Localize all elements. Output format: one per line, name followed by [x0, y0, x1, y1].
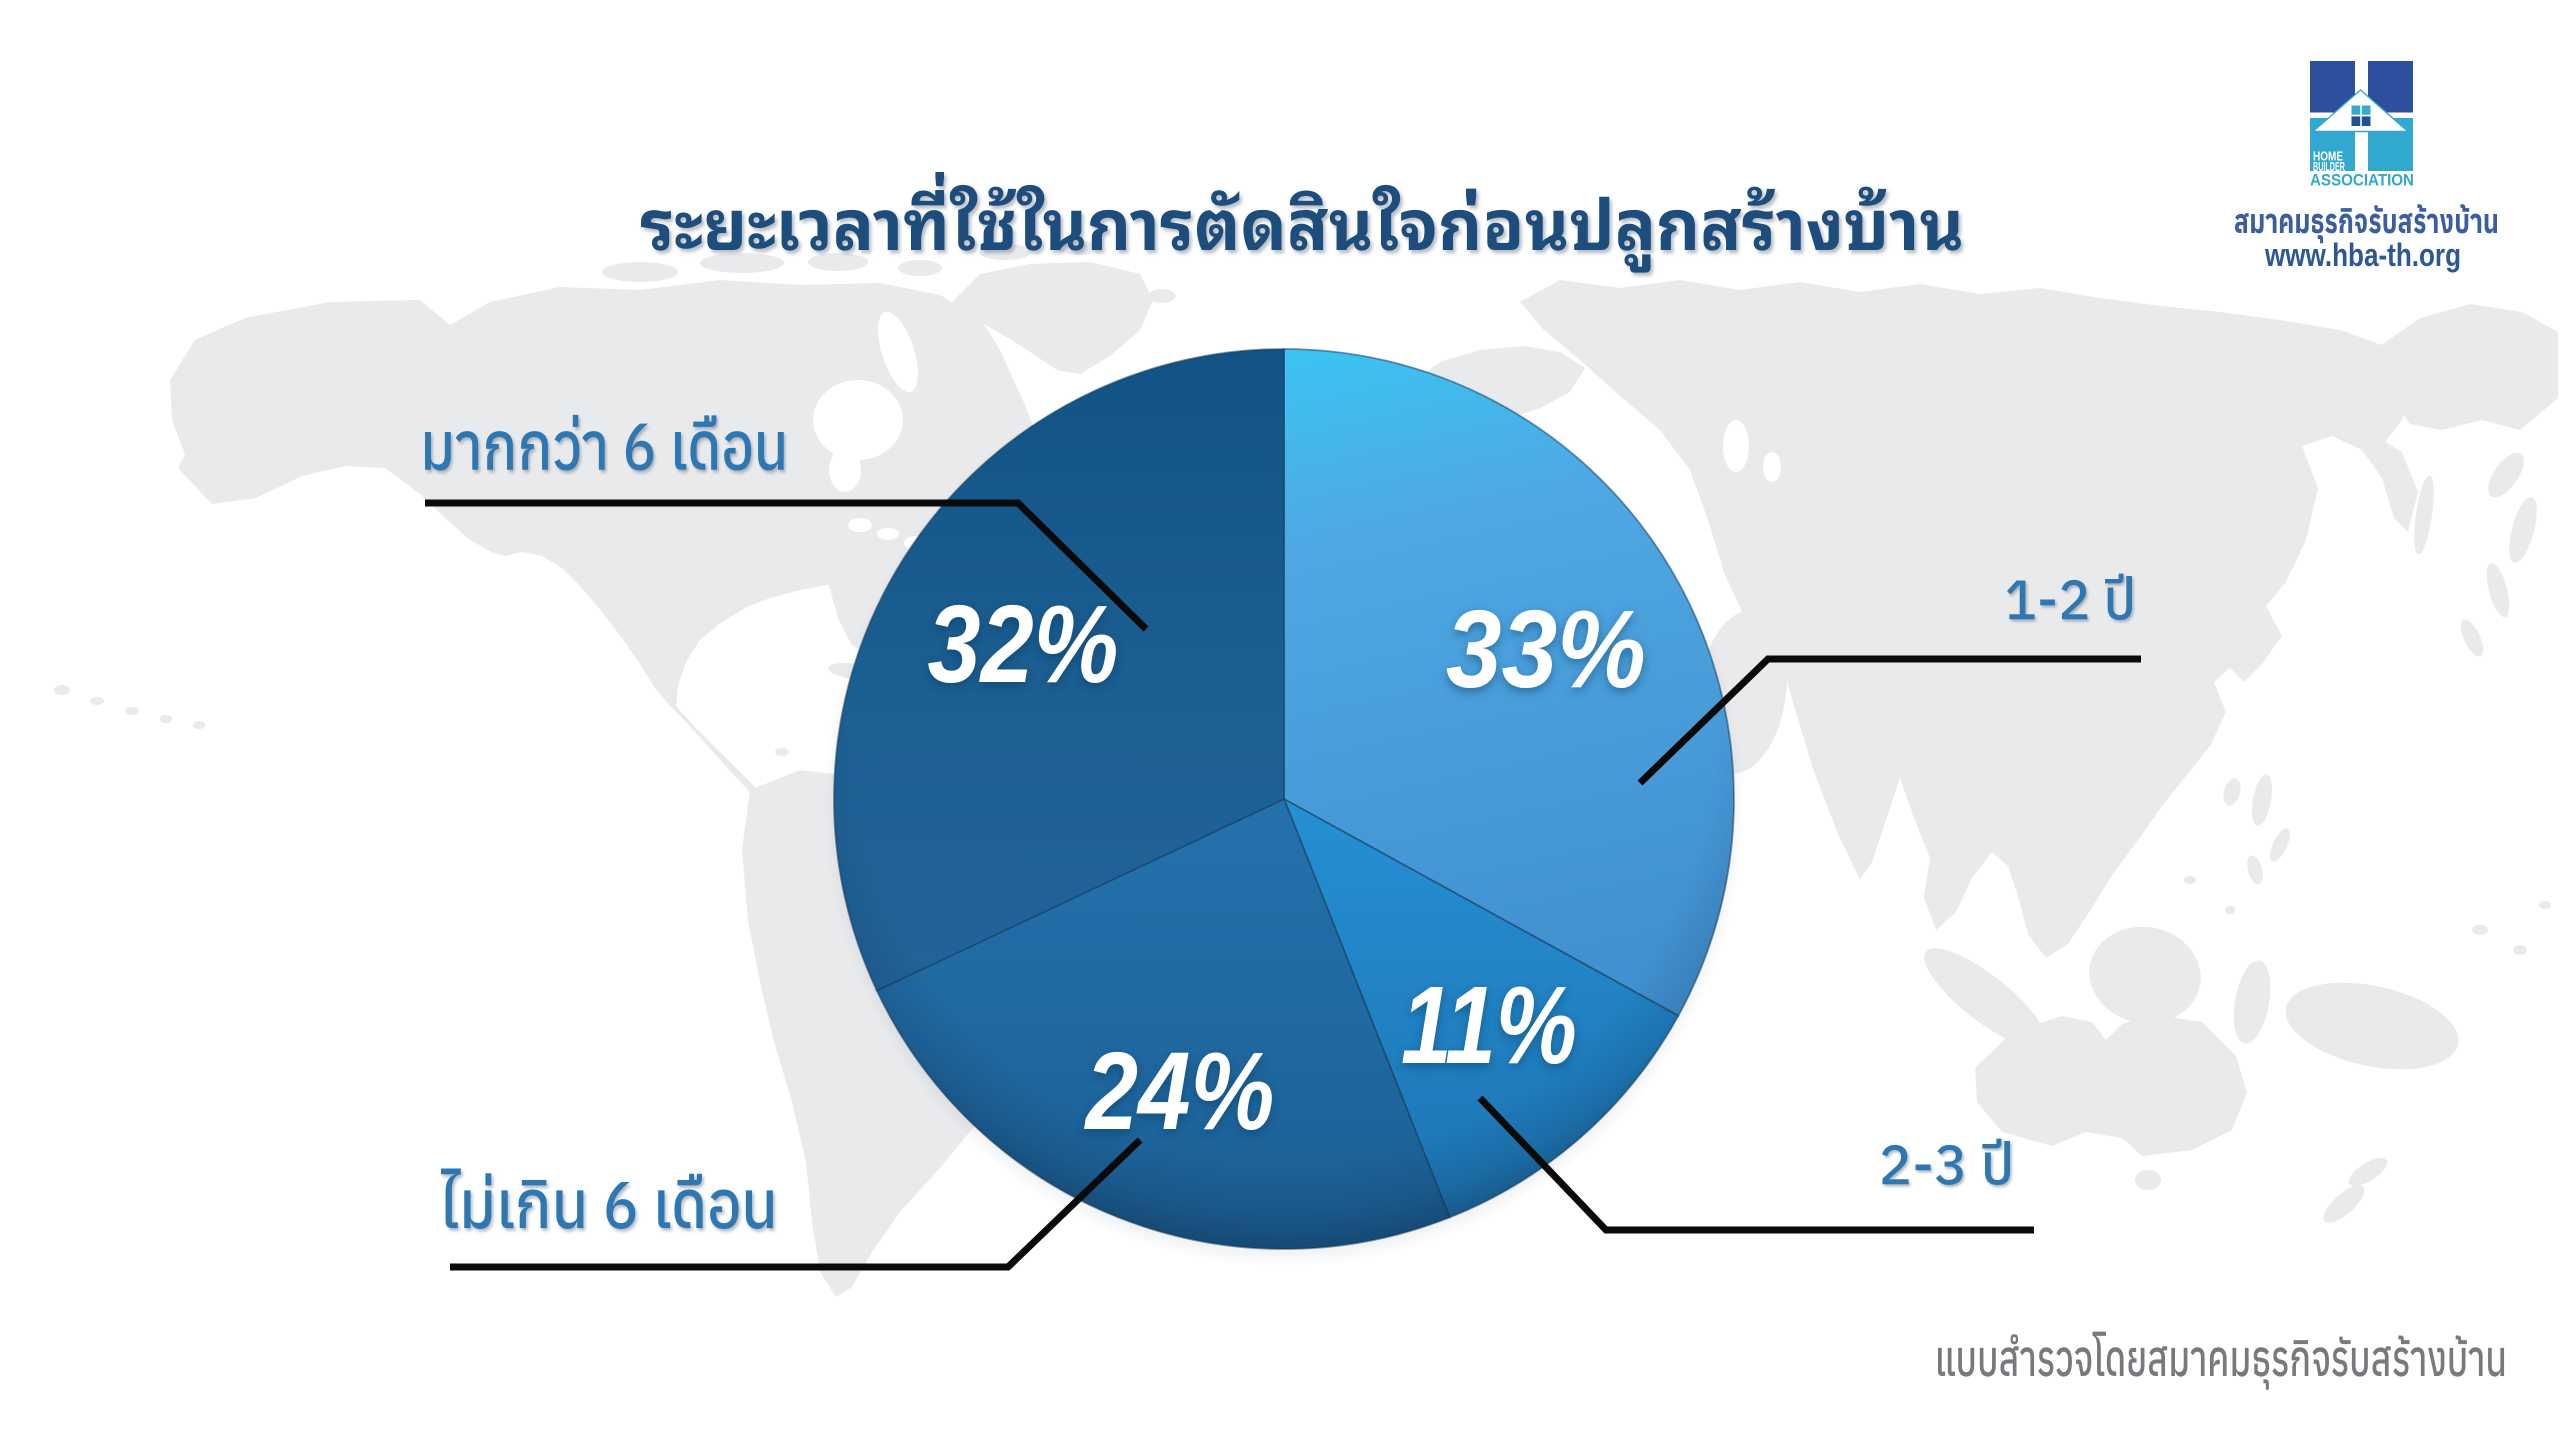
svg-text:BUILDER: BUILDER: [2313, 160, 2345, 174]
svg-text:33%: 33%: [1446, 588, 1646, 711]
svg-text:11%: 11%: [1401, 964, 1577, 1087]
svg-text:www.hba-th.org: www.hba-th.org: [2264, 237, 2461, 273]
svg-text:32%: 32%: [928, 583, 1119, 706]
svg-text:24%: 24%: [1084, 1030, 1275, 1153]
svg-text:HOME: HOME: [2313, 150, 2343, 164]
svg-text:ASSOCIATION: ASSOCIATION: [2310, 172, 2414, 190]
